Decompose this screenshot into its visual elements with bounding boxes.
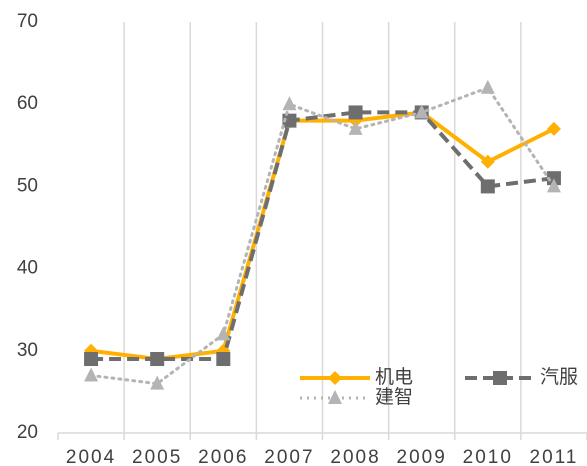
x-tick-label: 2007: [264, 447, 314, 466]
marker: [84, 367, 99, 382]
marker: [328, 371, 342, 385]
marker: [216, 326, 231, 341]
x-tick-label: 2011: [530, 447, 579, 466]
marker: [150, 352, 165, 367]
marker: [493, 371, 507, 385]
x-tick-label: 2004: [66, 447, 116, 466]
y-tick-label: 70: [17, 11, 38, 32]
marker: [348, 120, 363, 135]
x-tick-label: 2008: [330, 447, 380, 466]
marker: [348, 105, 363, 120]
marker: [546, 171, 561, 186]
marker: [546, 178, 561, 193]
marker: [480, 79, 495, 94]
series-line: [91, 110, 555, 362]
x-tick-label: 2010: [463, 447, 513, 466]
x-tick-label: 2005: [132, 447, 182, 466]
marker: [282, 96, 297, 111]
legend-label: 机电: [375, 366, 413, 388]
legend-label: 汽服: [540, 366, 578, 388]
y-tick-label: 30: [17, 340, 38, 361]
y-tick-label: 20: [17, 422, 38, 443]
x-tick-label: 2006: [198, 447, 248, 466]
marker: [480, 154, 495, 169]
marker: [282, 113, 297, 128]
series-line: [89, 85, 556, 386]
x-tick-label: 2009: [397, 447, 447, 466]
marker: [150, 375, 165, 390]
y-tick-label: 50: [17, 175, 38, 196]
marker: [328, 390, 342, 404]
marker: [546, 121, 561, 136]
legend-label: 建智: [375, 386, 413, 408]
y-tick-label: 60: [17, 93, 38, 114]
marker: [414, 104, 429, 119]
marker: [480, 179, 495, 194]
y-tick-label: 40: [17, 258, 38, 279]
marker: [84, 352, 99, 367]
marker: [216, 352, 231, 367]
